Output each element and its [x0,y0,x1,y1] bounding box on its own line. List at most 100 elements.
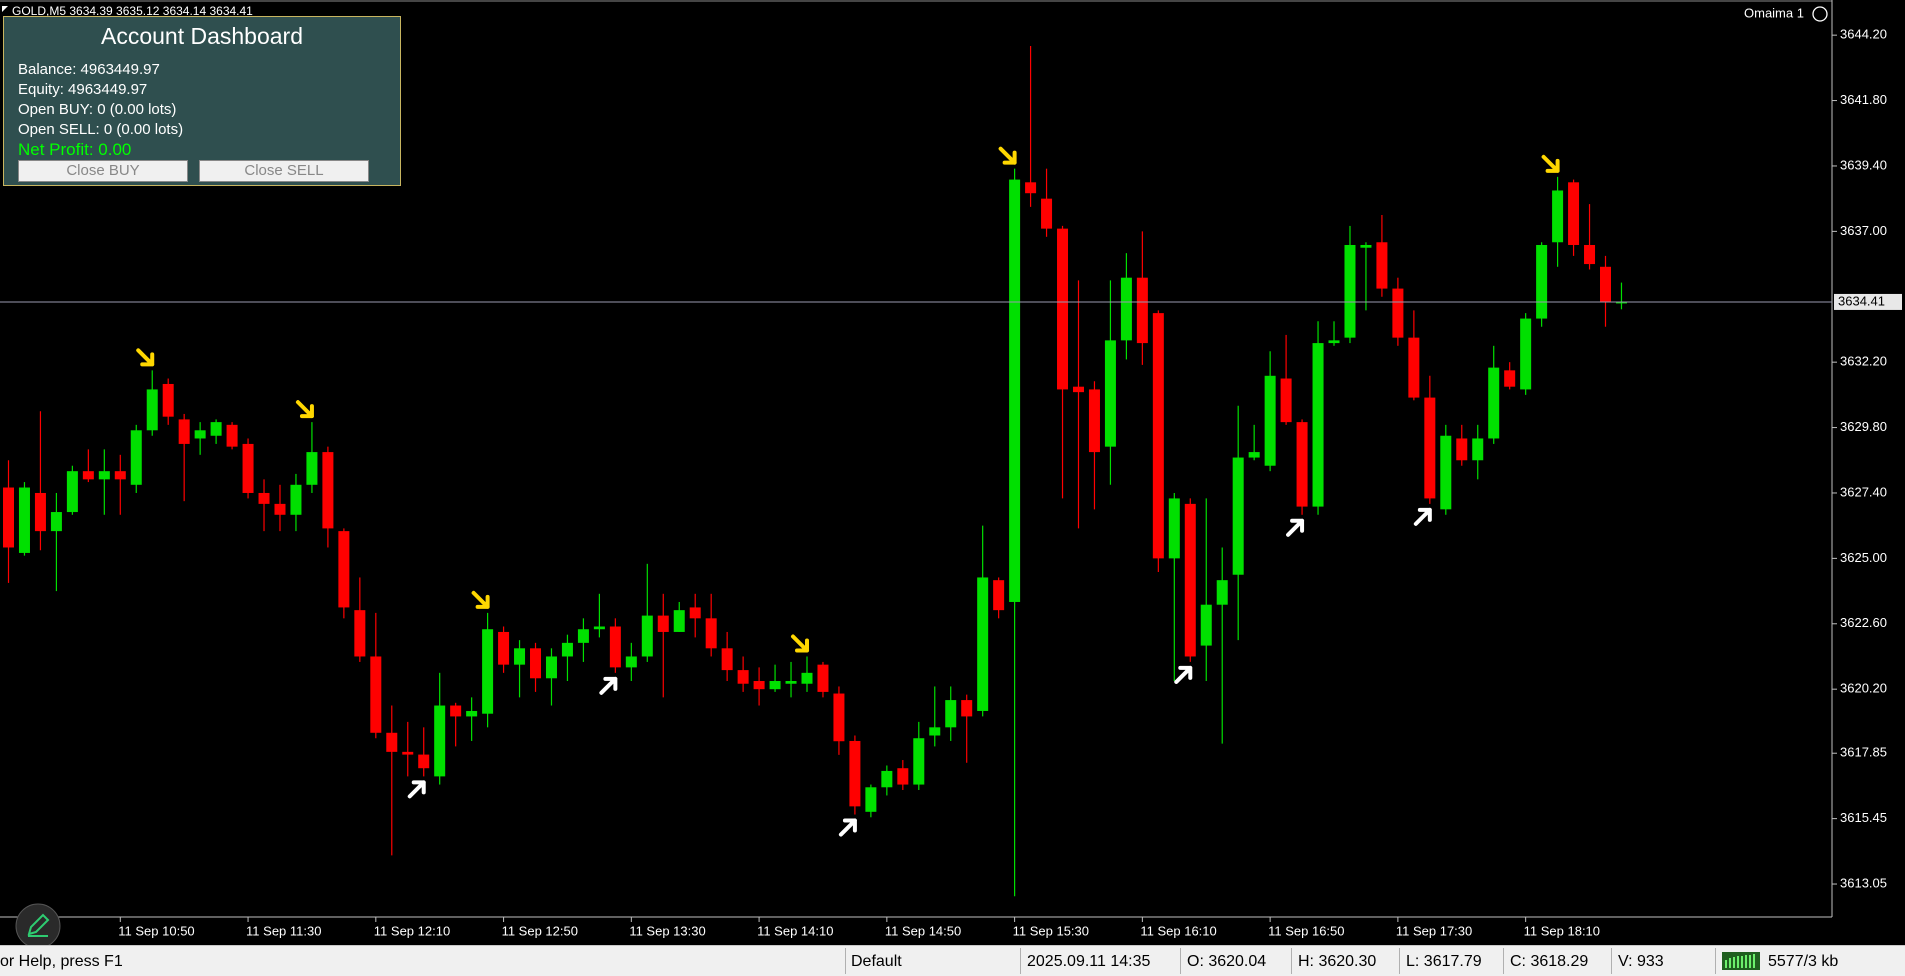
candle-body [482,629,494,714]
candle-body [1280,378,1292,423]
candle-body [386,732,398,752]
net-profit: Net Profit: 0.00 [18,140,132,159]
candle-body [1504,370,1516,387]
candle-body [274,503,286,515]
candle-body [769,681,781,690]
current-price-label: 3634.41 [1838,293,1885,308]
buy-arrow [1286,518,1305,537]
candle-body [993,580,1005,611]
candle-body [577,629,589,643]
x-tick-label: 11 Sep 15:30 [1013,923,1089,938]
candle-body [1440,435,1452,510]
candle-body [1120,277,1132,341]
candle-body [466,710,478,717]
account-dashboard: Account Dashboard Balance: 4963449.97 Eq… [3,16,401,186]
x-tick-label: 11 Sep 12:10 [374,923,450,938]
candle-body [913,738,925,785]
candle-body [1536,244,1548,319]
candle-body [338,531,350,608]
candle-body [1232,457,1244,575]
close-buy-button[interactable]: Close BUY [18,160,188,182]
candle-body [721,648,733,671]
candle-body [849,740,861,807]
candle-body [34,492,46,532]
y-tick-label: 3637.00 [1840,223,1887,238]
candle-body [1264,375,1276,466]
y-tick-label: 3613.05 [1840,875,1887,890]
candle-body [657,615,669,632]
candle-body [737,670,749,684]
candle-body [1104,340,1116,447]
candle-body [130,430,142,485]
candle-body [242,443,254,493]
x-tick-label: 11 Sep 14:10 [757,923,833,938]
y-tick-label: 3627.40 [1840,484,1887,499]
status-high: H: 3620.30 [1298,953,1377,970]
sell-arrow [471,590,490,609]
candle-body [1248,452,1260,458]
sell-arrow [136,348,155,367]
status-volume: V: 933 [1618,953,1664,970]
status-open: O: 3620.04 [1187,953,1267,970]
candle-body [1136,277,1148,344]
separator [1715,948,1716,974]
candle-body [1424,397,1436,499]
connection-icon [1722,952,1760,970]
candle-body [1488,367,1500,439]
edit-button[interactable] [15,903,61,945]
candle-body [1057,228,1069,390]
y-tick-label: 3629.80 [1840,419,1887,434]
candle-body [1088,389,1100,453]
candle-body [146,389,158,431]
corner-marker [2,6,8,12]
candle-body [402,751,414,755]
candle-body [450,705,462,717]
candle-body [50,512,62,532]
y-tick-label: 3641.80 [1840,92,1887,107]
candle-body [1615,301,1627,304]
candle-body [226,424,238,447]
account-name: Omaima 1 [1744,5,1804,20]
smiley-icon [1812,6,1828,22]
open-sell: Open SELL: 0 (0.00 lots) [18,121,184,138]
buy-arrow [1174,665,1193,684]
edit-icon [27,913,50,937]
candle-body [929,727,941,736]
candle-body [609,626,621,668]
buy-arrow [1413,507,1432,526]
y-tick-label: 3622.60 [1840,615,1887,630]
candle-body [1600,266,1611,303]
buy-arrow [407,780,426,799]
candle-body [833,693,845,742]
x-tick-label: 11 Sep 16:50 [1268,923,1344,938]
candle-body [1296,422,1308,507]
sell-arrow [295,400,314,419]
candle-body [1009,179,1021,602]
x-tick-label: 11 Sep 10:50 [118,923,194,938]
separator [1020,948,1021,974]
buy-arrow [838,818,857,837]
candle-body [1472,438,1484,461]
candle-body [1216,580,1228,605]
candle-body [1520,318,1532,390]
x-tick-label: 11 Sep 16:10 [1140,923,1216,938]
candle-body [418,754,430,769]
candle-body [977,577,989,711]
candle-body [322,452,334,529]
open-buy: Open BUY: 0 (0.00 lots) [18,101,177,118]
candle-body [801,672,813,684]
separator [1291,948,1292,974]
candle-body [1456,438,1468,461]
candle-body [1072,386,1084,393]
candle-body [498,631,510,665]
candle-body [98,471,110,480]
candle-body [561,642,573,657]
separator [845,948,846,974]
status-time: 2025.09.11 14:35 [1027,953,1151,970]
close-sell-button[interactable]: Close SELL [199,160,369,182]
candle-body [514,648,526,665]
candle-body [1344,244,1356,338]
status-close: C: 3618.29 [1510,953,1589,970]
sell-arrow [1541,154,1560,173]
